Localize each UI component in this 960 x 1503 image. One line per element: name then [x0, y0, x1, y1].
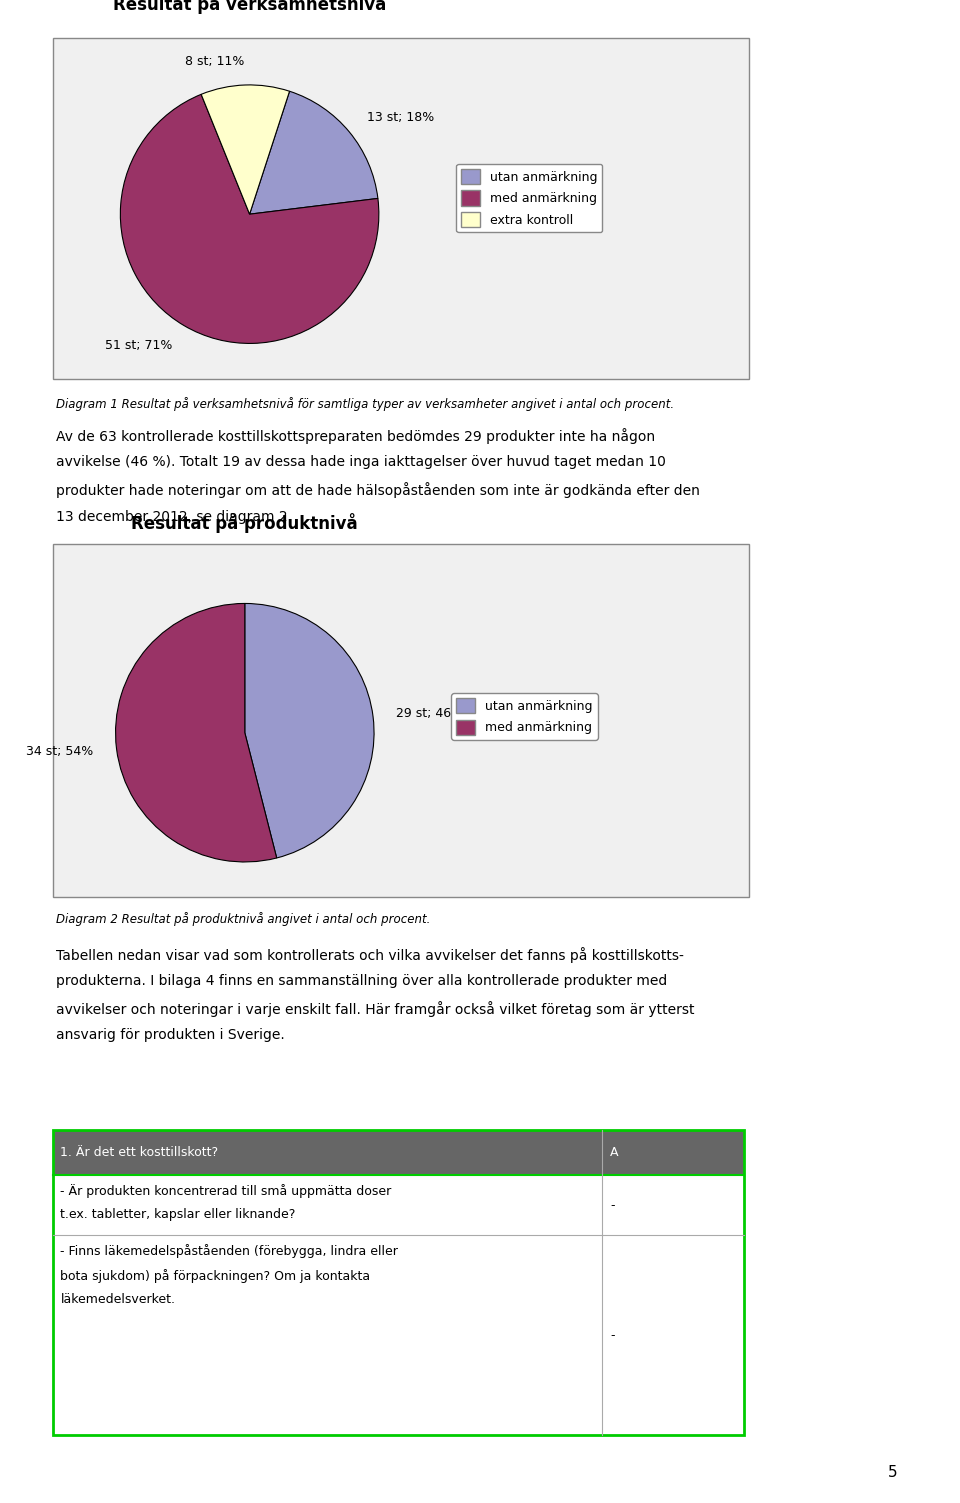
Text: Diagram 1 Resultat på verksamhetsnivå för samtliga typer av verksamheter angivet: Diagram 1 Resultat på verksamhetsnivå fö…: [56, 397, 674, 410]
Wedge shape: [120, 95, 379, 343]
Title: Resultat på produktnivå: Resultat på produktnivå: [132, 513, 358, 532]
Text: produkterna. I bilaga 4 finns en sammanställning över alla kontrollerade produkt: produkterna. I bilaga 4 finns en sammans…: [56, 974, 667, 987]
Text: avvikelse (46 %). Totalt 19 av dessa hade inga iakttagelser över huvud taget med: avvikelse (46 %). Totalt 19 av dessa had…: [56, 455, 665, 469]
Text: Av de 63 kontrollerade kosttillskottspreparaten bedömdes 29 produkter inte ha nå: Av de 63 kontrollerade kosttillskottspre…: [56, 428, 655, 445]
Text: 13 st; 18%: 13 st; 18%: [368, 111, 435, 123]
Text: - Är produkten koncentrerad till små uppmätta doser: - Är produkten koncentrerad till små upp…: [60, 1184, 392, 1198]
Wedge shape: [250, 92, 378, 213]
Text: Tabellen nedan visar vad som kontrollerats och vilka avvikelser det fanns på kos: Tabellen nedan visar vad som kontrollera…: [56, 947, 684, 963]
Title: Resultat på verksamhetsnivå: Resultat på verksamhetsnivå: [113, 0, 386, 14]
Text: avvikelser och noteringar i varje enskilt fall. Här framgår också vilket företag: avvikelser och noteringar i varje enskil…: [56, 1001, 694, 1018]
Text: 5: 5: [888, 1465, 898, 1480]
Text: 29 st; 46%: 29 st; 46%: [396, 708, 464, 720]
Text: Diagram 2 Resultat på produktnivå angivet i antal och procent.: Diagram 2 Resultat på produktnivå angive…: [56, 912, 430, 926]
Text: A: A: [610, 1147, 618, 1159]
Text: - Finns läkemedelspåståenden (förebygga, lindra eller: - Finns läkemedelspåståenden (förebygga,…: [60, 1244, 398, 1258]
Legend: utan anmärkning, med anmärkning: utan anmärkning, med anmärkning: [451, 693, 598, 739]
Text: 13 december 2012, se diagram 2.: 13 december 2012, se diagram 2.: [56, 510, 292, 523]
Text: -: -: [610, 1329, 614, 1342]
Text: -: -: [610, 1199, 614, 1211]
Wedge shape: [115, 603, 276, 861]
Legend: utan anmärkning, med anmärkning, extra kontroll: utan anmärkning, med anmärkning, extra k…: [456, 164, 603, 231]
Text: 1. Är det ett kosttillskott?: 1. Är det ett kosttillskott?: [60, 1147, 219, 1159]
Text: ansvarig för produkten i Sverige.: ansvarig för produkten i Sverige.: [56, 1028, 284, 1042]
Text: bota sjukdom) på förpackningen? Om ja kontakta: bota sjukdom) på förpackningen? Om ja ko…: [60, 1269, 371, 1282]
Text: 34 st; 54%: 34 st; 54%: [26, 745, 93, 758]
Text: 51 st; 71%: 51 st; 71%: [105, 340, 172, 352]
Text: produkter hade noteringar om att de hade hälsopåståenden som inte är godkända ef: produkter hade noteringar om att de hade…: [56, 482, 700, 499]
Text: t.ex. tabletter, kapslar eller liknande?: t.ex. tabletter, kapslar eller liknande?: [60, 1208, 296, 1222]
Wedge shape: [245, 603, 374, 858]
Wedge shape: [202, 86, 290, 213]
Text: 8 st; 11%: 8 st; 11%: [185, 56, 244, 68]
Text: läkemedelsverket.: läkemedelsverket.: [60, 1293, 176, 1306]
